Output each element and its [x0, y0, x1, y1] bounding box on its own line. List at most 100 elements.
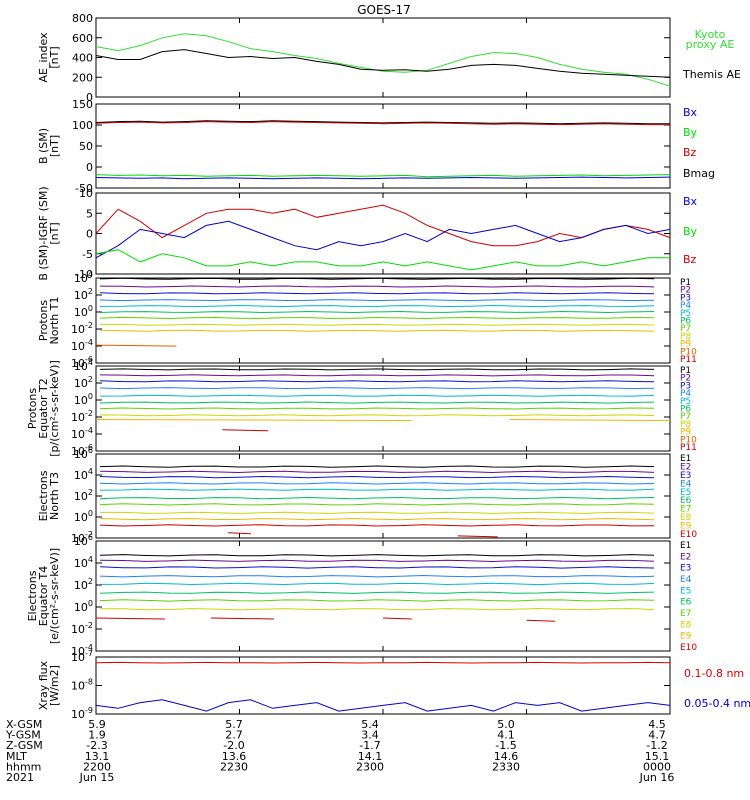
orbit-value: 2200 — [83, 760, 111, 773]
legend-entry: P7 — [680, 324, 691, 334]
figure-title: GOES-17 — [357, 3, 411, 17]
y-tick-label: 50 — [79, 140, 93, 153]
orbit-value: 14.6 — [494, 750, 519, 763]
legend-entry: E8 — [680, 620, 692, 630]
panel-frame — [95, 540, 671, 652]
y-tick-label: 100 — [74, 392, 93, 407]
orbit-value: 4.1 — [497, 729, 515, 742]
legend-entry: P6 — [680, 317, 691, 327]
y-tick-label: 102 — [74, 375, 93, 390]
legend-entry: Bx — [683, 195, 698, 208]
legend-entry: By — [683, 225, 698, 238]
orbit-value: -1.5 — [495, 739, 516, 752]
flux-channel-line — [99, 559, 655, 563]
flux-channel-line — [99, 380, 655, 383]
orbit-value: 5.0 — [497, 718, 515, 731]
legend-entry: Bx — [683, 106, 698, 119]
y-tick-label: 0 — [86, 91, 93, 104]
y-tick-label: -5 — [82, 248, 93, 261]
legend-entry: P5 — [680, 309, 691, 319]
legend-entry: P8 — [680, 332, 691, 342]
legend-entry: P11 — [680, 443, 697, 453]
y-tick-label: 10-4 — [71, 338, 93, 353]
flux-channel-line — [99, 394, 655, 397]
data-segment — [95, 617, 165, 620]
legend-entry: E7 — [680, 609, 691, 619]
flux-channel-line — [99, 368, 655, 371]
legend-entry: P3 — [680, 293, 691, 303]
flux-channel-line — [99, 329, 655, 332]
orbit-value: -2.3 — [86, 739, 107, 752]
legend-entry: E3 — [680, 564, 691, 574]
legend-entry: Kyoto — [695, 28, 726, 41]
flux-channel-line — [99, 566, 655, 569]
flux-channel-line — [99, 465, 655, 468]
legend-entry: E5 — [680, 586, 691, 596]
legend-entry: E1 — [680, 541, 691, 551]
flux-channel-line — [99, 488, 655, 491]
flux-channel-line — [99, 292, 655, 295]
legend-entry: By — [683, 126, 698, 139]
y-tick-label: 600 — [72, 32, 93, 45]
flux-channel-line — [99, 496, 655, 500]
flux-channel-line — [99, 304, 655, 308]
y-tick-label: 100 — [74, 599, 93, 614]
flux-channel-line — [99, 503, 655, 506]
flux-channel-line — [99, 554, 655, 557]
legend-entry: P2 — [680, 374, 691, 384]
orbit-row-label: Y-GSM — [5, 729, 41, 742]
y-axis-label: B (SM)[nT] — [37, 128, 61, 164]
y-tick-label: 10 — [79, 187, 93, 200]
series-line — [95, 661, 671, 664]
flux-channel-line — [99, 407, 655, 410]
legend-entry: Bmag — [683, 167, 715, 180]
y-axis-label: ProtonsEquator T2[p/(cm²-s-sr-keV)] — [26, 360, 61, 457]
flux-channel-line — [100, 414, 655, 417]
series-line — [95, 121, 670, 126]
legend-entry: E6 — [680, 496, 692, 506]
series-line — [95, 699, 671, 712]
orbit-value: 13.1 — [85, 750, 110, 763]
legend-entry: P8 — [680, 420, 691, 430]
legend-entry: P7 — [680, 412, 691, 422]
legend-entry: E3 — [680, 471, 691, 481]
y-tick-label: 150 — [72, 98, 93, 111]
orbit-value: -1.7 — [359, 739, 380, 752]
y-tick-label: 100 — [72, 119, 93, 132]
panel-frame — [95, 17, 671, 98]
orbit-value: 2230 — [220, 760, 248, 773]
orbit-value: Jun 15 — [79, 771, 115, 784]
flux-channel-line — [99, 310, 655, 314]
flux-channel-line — [99, 285, 655, 288]
flux-channel-line — [99, 316, 655, 320]
legend-entry: E8 — [680, 513, 692, 523]
y-tick-label: 10-4 — [71, 426, 93, 441]
orbit-value: 4.5 — [648, 718, 666, 731]
y-tick-label: -10 — [75, 268, 93, 281]
legend-entry: P2 — [680, 286, 691, 296]
flux-channel-line — [99, 574, 655, 578]
legend-entry: P6 — [680, 405, 691, 415]
legend-entry: Bz — [683, 253, 697, 266]
legend-entry: P4 — [680, 301, 691, 311]
legend-entry: P10 — [680, 347, 697, 357]
y-tick-label: 106 — [74, 533, 93, 548]
flux-channel-line — [99, 482, 655, 485]
orbit-value: 4.7 — [648, 729, 666, 742]
panel-3: -10 -5 0 5 10 B (SM)-IGRF (SM)[nT] Bx By Bz — [37, 186, 698, 281]
y-tick-label: 400 — [72, 52, 93, 65]
legend-entry: P9 — [680, 340, 691, 350]
series-line — [95, 220, 671, 259]
y-tick-label: 104 — [74, 270, 93, 285]
orbit-value: 0000 — [643, 760, 671, 773]
legend-entry: P11 — [680, 355, 697, 365]
flux-channel-line — [100, 323, 655, 326]
flux-channel-line — [99, 475, 655, 479]
orbit-value: 3.4 — [361, 729, 379, 742]
y-tick-label: 200 — [72, 71, 93, 84]
orbit-row-label: hhmm — [6, 760, 41, 773]
